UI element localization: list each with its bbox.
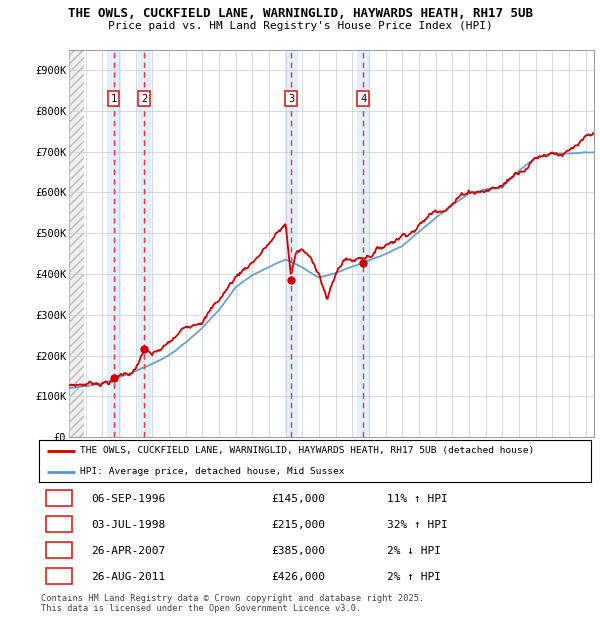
Text: 06-SEP-1996: 06-SEP-1996	[91, 494, 166, 504]
Text: HPI: Average price, detached house, Mid Sussex: HPI: Average price, detached house, Mid …	[80, 467, 345, 476]
Text: 3: 3	[288, 94, 294, 104]
Text: Price paid vs. HM Land Registry's House Price Index (HPI): Price paid vs. HM Land Registry's House …	[107, 21, 493, 31]
Text: Contains HM Land Registry data © Crown copyright and database right 2025.
This d: Contains HM Land Registry data © Crown c…	[41, 594, 424, 613]
Text: 26-APR-2007: 26-APR-2007	[91, 546, 166, 556]
Text: 11% ↑ HPI: 11% ↑ HPI	[387, 494, 448, 504]
Text: 4: 4	[360, 94, 366, 104]
Bar	[357, 50, 370, 437]
FancyBboxPatch shape	[46, 490, 72, 506]
Text: 1: 1	[55, 494, 62, 504]
Text: 1: 1	[110, 94, 117, 104]
FancyBboxPatch shape	[46, 568, 72, 584]
Text: 2% ↓ HPI: 2% ↓ HPI	[387, 546, 441, 556]
FancyBboxPatch shape	[46, 516, 72, 532]
Text: £215,000: £215,000	[271, 520, 325, 530]
Text: 32% ↑ HPI: 32% ↑ HPI	[387, 520, 448, 530]
Bar	[107, 50, 120, 437]
Text: THE OWLS, CUCKFIELD LANE, WARNINGLID, HAYWARDS HEATH, RH17 5UB: THE OWLS, CUCKFIELD LANE, WARNINGLID, HA…	[67, 7, 533, 20]
Text: £145,000: £145,000	[271, 494, 325, 504]
FancyBboxPatch shape	[46, 542, 72, 558]
Text: £385,000: £385,000	[271, 546, 325, 556]
Text: 3: 3	[55, 546, 62, 556]
Text: 2: 2	[55, 520, 62, 530]
Text: £426,000: £426,000	[271, 572, 325, 582]
Text: 26-AUG-2011: 26-AUG-2011	[91, 572, 166, 582]
Bar	[69, 50, 85, 437]
Text: 2% ↑ HPI: 2% ↑ HPI	[387, 572, 441, 582]
Text: 2: 2	[141, 94, 147, 104]
Bar	[138, 50, 150, 437]
Bar	[285, 50, 297, 437]
Text: 03-JUL-1998: 03-JUL-1998	[91, 520, 166, 530]
Text: 4: 4	[55, 572, 62, 582]
Text: THE OWLS, CUCKFIELD LANE, WARNINGLID, HAYWARDS HEATH, RH17 5UB (detached house): THE OWLS, CUCKFIELD LANE, WARNINGLID, HA…	[80, 446, 535, 455]
